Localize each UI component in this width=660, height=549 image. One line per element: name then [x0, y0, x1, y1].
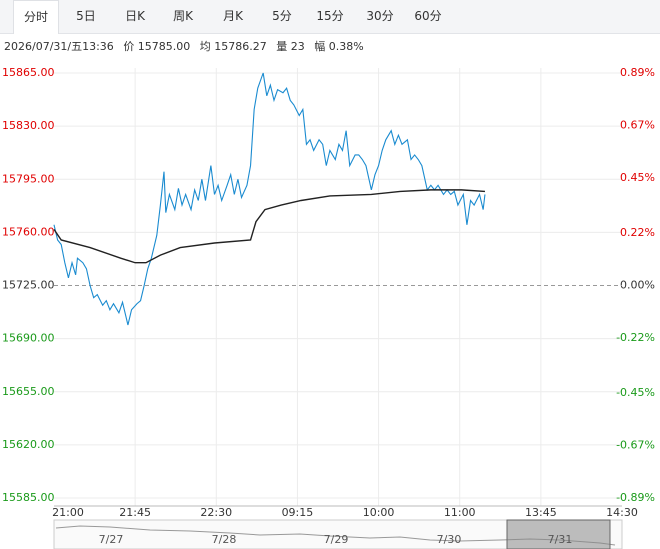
- x-tick-label: 14:30: [606, 506, 638, 519]
- y2-tick-label: 0.89%: [620, 66, 655, 79]
- x-tick-label: 10:00: [363, 506, 395, 519]
- y2-tick-label: 0.67%: [620, 119, 655, 132]
- y2-tick-label: -0.45%: [616, 386, 655, 399]
- y-tick-label: 15865.00: [2, 66, 55, 79]
- y2-tick-label: 0.22%: [620, 226, 655, 239]
- x-tick-label: 11:00: [444, 506, 476, 519]
- tab[interactable]: 月K: [223, 9, 243, 23]
- tab[interactable]: 周K: [173, 9, 193, 23]
- y-tick-label: 15690.00: [2, 332, 55, 345]
- info-price: 价 15785.00: [123, 40, 191, 53]
- tab-bar: 分时 5日 日K 周K 月K 5分 15分 30分 60分: [0, 0, 660, 34]
- y-tick-label: 15760.00: [2, 225, 55, 238]
- tab[interactable]: 30分: [366, 9, 394, 23]
- navigator-label: 7/30: [437, 533, 462, 546]
- navigator-selection[interactable]: [506, 519, 611, 549]
- average-line: [53, 189, 486, 264]
- y-tick-label: 15830.00: [2, 119, 55, 132]
- info-line: 2026/07/31/五13:36 价 15785.00 均 15786.27 …: [4, 38, 370, 54]
- tab[interactable]: 5日: [76, 9, 96, 23]
- x-tick-label: 21:00: [52, 506, 84, 519]
- x-tick-label: 09:15: [282, 506, 314, 519]
- info-avg: 均 15786.27: [199, 40, 267, 53]
- tab[interactable]: 分时: [13, 0, 59, 34]
- info-volume: 量 23: [276, 40, 305, 53]
- y-tick-label: 15795.00: [2, 172, 55, 185]
- tab[interactable]: 15分: [316, 9, 344, 23]
- y2-tick-label: -0.67%: [616, 438, 655, 451]
- x-tick-label: 21:45: [119, 506, 151, 519]
- navigator-label: 7/29: [324, 533, 349, 546]
- navigator-label: 7/27: [99, 533, 124, 546]
- navigator-label: 7/31: [548, 533, 573, 546]
- tab[interactable]: 日K: [125, 9, 145, 23]
- x-tick-label: 13:45: [525, 506, 557, 519]
- navigator-label: 7/28: [212, 533, 237, 546]
- y-tick-label: 15585.00: [2, 491, 55, 504]
- price-line: [53, 72, 486, 326]
- tab[interactable]: 5分: [272, 9, 292, 23]
- y2-tick-label: -0.89%: [616, 491, 655, 504]
- tab[interactable]: 60分: [414, 9, 442, 23]
- info-time: 2026/07/31/五13:36: [4, 40, 114, 53]
- y2-tick-label: 0.45%: [620, 171, 655, 184]
- y-tick-label: 15620.00: [2, 438, 55, 451]
- y-tick-label: 15655.00: [2, 385, 55, 398]
- y-tick-label: 15725.00: [2, 279, 55, 292]
- y2-tick-label: -0.22%: [616, 331, 655, 344]
- x-tick-label: 22:30: [200, 506, 232, 519]
- info-change: 幅 0.38%: [314, 40, 364, 53]
- y2-tick-label: 0.00%: [620, 279, 655, 292]
